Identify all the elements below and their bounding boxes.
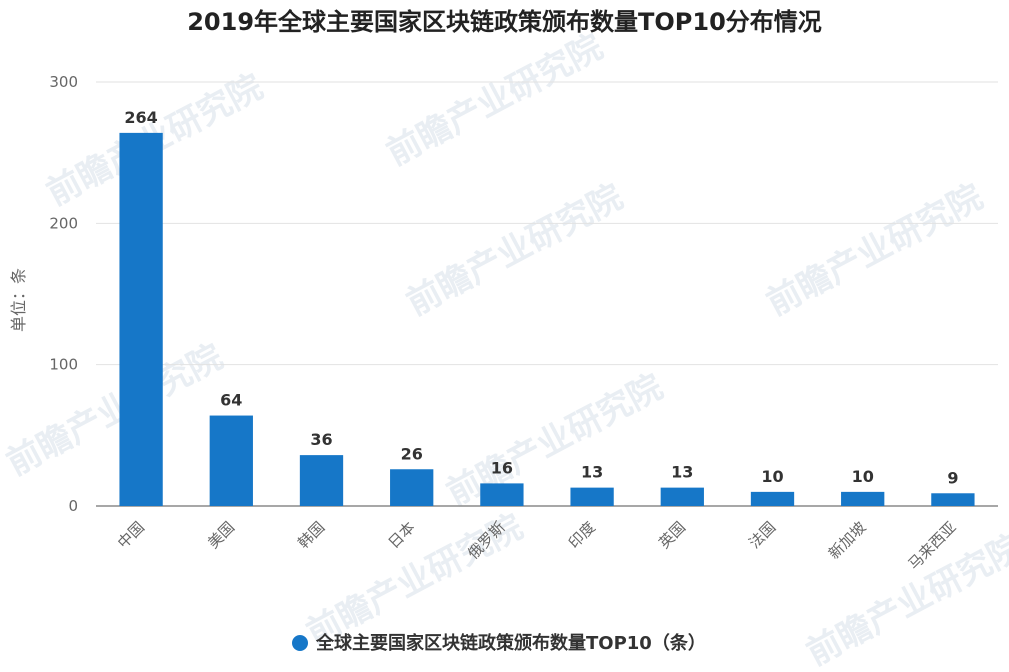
bar <box>841 491 885 506</box>
data-label: 36 <box>310 430 332 449</box>
bar <box>480 483 524 506</box>
watermark-text: 前瞻产业研究院 <box>0 337 229 484</box>
y-axis-label: 单位：条 <box>9 268 28 332</box>
bar <box>750 491 795 506</box>
data-label: 10 <box>761 467 783 486</box>
bar <box>660 487 704 506</box>
data-label: 16 <box>491 458 513 477</box>
bar <box>570 487 614 506</box>
y-tick-label: 0 <box>68 497 78 515</box>
legend: 全球主要国家区块链政策颁布数量TOP10（条） <box>292 632 706 654</box>
data-label: 13 <box>581 463 603 482</box>
data-label: 13 <box>671 463 693 482</box>
x-tick-label: 日本 <box>385 518 419 552</box>
x-tick-label: 法国 <box>745 518 779 552</box>
data-label: 264 <box>124 108 157 127</box>
bar <box>390 469 434 506</box>
data-label: 26 <box>401 444 423 463</box>
bar <box>119 132 163 506</box>
y-tick-label: 100 <box>49 356 78 374</box>
watermark-text: 前瞻产业研究院 <box>400 177 629 324</box>
bar <box>209 415 253 506</box>
label-layer: 264 64 36 26 16 13 13 10 10 9 <box>124 108 958 487</box>
watermark-text: 前瞻产业研究院 <box>440 367 669 514</box>
x-tick-label: 中国 <box>114 518 148 552</box>
legend-label: 全球主要国家区块链政策颁布数量TOP10（条） <box>315 632 706 654</box>
x-tick-label: 新加坡 <box>825 518 870 563</box>
data-label: 64 <box>220 391 242 410</box>
data-label: 9 <box>947 468 958 487</box>
legend-marker <box>292 635 308 651</box>
x-tick-label: 韩国 <box>294 518 328 552</box>
bar-layer <box>119 132 975 506</box>
bar <box>299 455 344 506</box>
y-tick-label: 300 <box>49 73 78 91</box>
chart-title: 2019年全球主要国家区块链政策颁布数量TOP10分布情况 <box>187 8 822 36</box>
watermark-text: 前瞻产业研究院 <box>760 177 989 324</box>
bar <box>931 493 975 506</box>
y-tick-label: 200 <box>49 214 78 232</box>
x-tick-label: 美国 <box>204 518 238 552</box>
x-tick-label: 英国 <box>655 518 689 552</box>
x-tick-label: 印度 <box>565 518 599 552</box>
watermark-text: 前瞻产业研究院 <box>380 27 609 174</box>
data-label: 10 <box>852 467 874 486</box>
